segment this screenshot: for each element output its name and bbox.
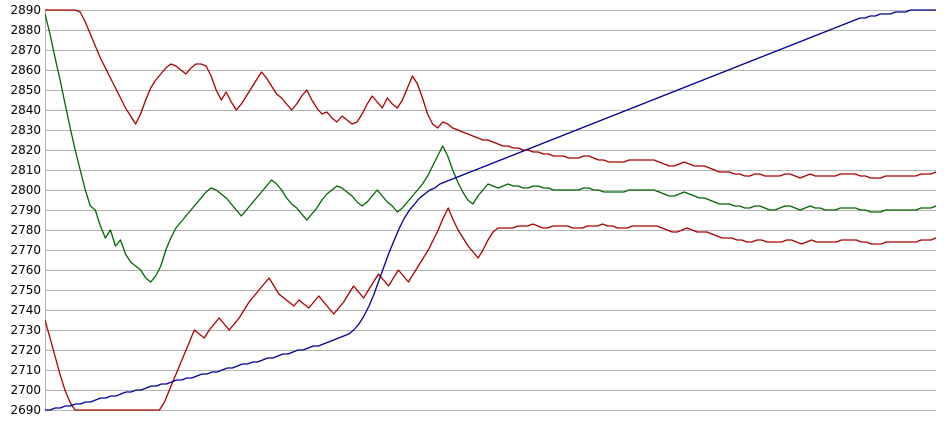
y-axis-tick-label: 2880 <box>10 23 41 37</box>
y-axis-tick-label: 2790 <box>10 203 41 217</box>
y-axis-tick-label: 2690 <box>10 403 41 417</box>
y-axis-tick-label: 2820 <box>10 143 41 157</box>
data-series <box>45 9 936 411</box>
y-axis-tick-label: 2760 <box>10 263 41 277</box>
series-line-mean <box>45 13 936 283</box>
y-axis-tick-label: 2720 <box>10 343 41 357</box>
y-axis-tick-label: 2770 <box>10 243 41 257</box>
y-axis-tick-label: 2890 <box>10 3 41 17</box>
y-axis-tick-label: 2850 <box>10 83 41 97</box>
y-axis-tick-label: 2800 <box>10 183 41 197</box>
y-axis-tick-label: 2750 <box>10 283 41 297</box>
y-axis-tick-label: 2830 <box>10 123 41 137</box>
y-axis-tick-label: 2870 <box>10 43 41 57</box>
series-line-lower-bound <box>45 207 936 411</box>
y-axis-tick-label: 2840 <box>10 103 41 117</box>
series-line-upper-bound <box>45 9 936 179</box>
y-axis-tick-label: 2810 <box>10 163 41 177</box>
y-axis-tick-label: 2700 <box>10 383 41 397</box>
y-axis-tick-label: 2730 <box>10 323 41 337</box>
y-axis-tick-label: 2780 <box>10 223 41 237</box>
y-axis-tick-label: 2740 <box>10 303 41 317</box>
y-axis-tick-label: 2860 <box>10 63 41 77</box>
series-line-best-so-far <box>45 9 936 411</box>
gridlines <box>45 10 936 411</box>
y-axis-tick-label: 2710 <box>10 363 41 377</box>
y-axis-tick-labels: 2890 2880 2870 2860 2850 2840 2830 2820 2810 2800… <box>0 0 41 435</box>
